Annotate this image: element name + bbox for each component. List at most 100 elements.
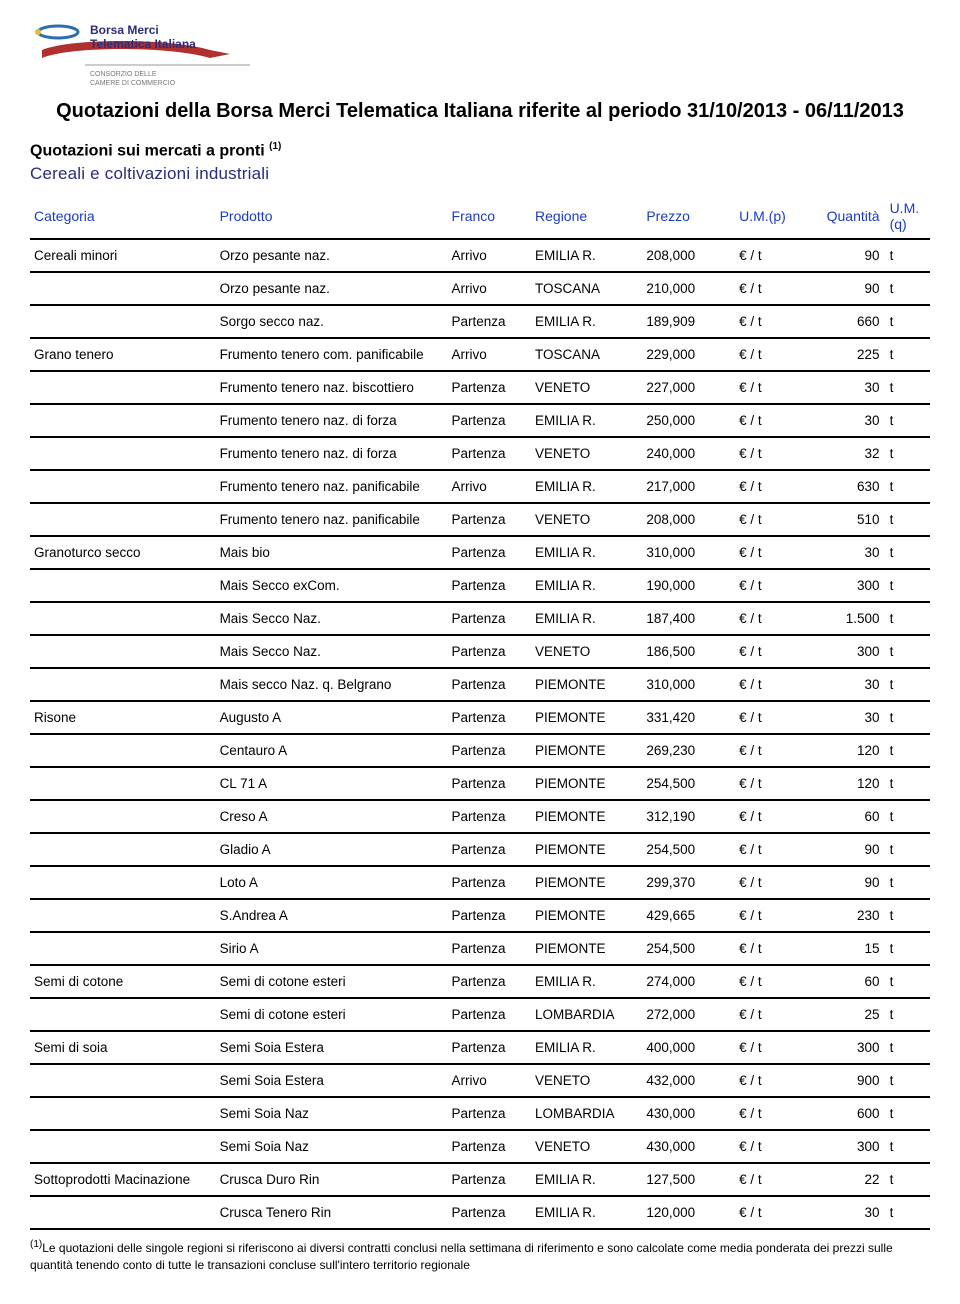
table-row: Mais Secco Naz.PartenzaVENETO186,500€ / … — [30, 635, 930, 668]
cell-franco: Arrivo — [448, 272, 532, 305]
report-title: Quotazioni della Borsa Merci Telematica … — [30, 100, 930, 123]
cell-umq: t — [884, 404, 930, 437]
cell-prezzo: 272,000 — [642, 998, 735, 1031]
cell-quantita: 1.500 — [791, 602, 884, 635]
cell-prezzo: 229,000 — [642, 338, 735, 371]
cell-ump: € / t — [735, 1097, 791, 1130]
cell-regione: PIEMONTE — [531, 866, 642, 899]
cell-umq: t — [884, 470, 930, 503]
table-row: Orzo pesante naz.ArrivoTOSCANA210,000€ /… — [30, 272, 930, 305]
cell-franco: Partenza — [448, 833, 532, 866]
cell-regione: LOMBARDIA — [531, 1097, 642, 1130]
cell-quantita: 630 — [791, 470, 884, 503]
cell-regione: EMILIA R. — [531, 1163, 642, 1196]
cell-categoria — [30, 272, 216, 305]
cell-umq: t — [884, 1097, 930, 1130]
cell-quantita: 90 — [791, 272, 884, 305]
cell-prezzo: 120,000 — [642, 1196, 735, 1229]
cell-prezzo: 254,500 — [642, 833, 735, 866]
cell-quantita: 300 — [791, 635, 884, 668]
cell-franco: Partenza — [448, 965, 532, 998]
cell-regione: PIEMONTE — [531, 932, 642, 965]
table-row: Crusca Tenero RinPartenzaEMILIA R.120,00… — [30, 1196, 930, 1229]
cell-prodotto: S.Andrea A — [216, 899, 448, 932]
cell-quantita: 900 — [791, 1064, 884, 1097]
cell-prodotto: Frumento tenero naz. panificabile — [216, 470, 448, 503]
cell-ump: € / t — [735, 470, 791, 503]
table-body: Cereali minoriOrzo pesante naz.ArrivoEMI… — [30, 239, 930, 1229]
cell-prezzo: 227,000 — [642, 371, 735, 404]
cell-prezzo: 217,000 — [642, 470, 735, 503]
cell-quantita: 25 — [791, 998, 884, 1031]
cell-regione: PIEMONTE — [531, 701, 642, 734]
cell-umq: t — [884, 668, 930, 701]
col-prodotto: Prodotto — [216, 194, 448, 239]
cell-prodotto: Semi Soia Naz — [216, 1130, 448, 1163]
cell-regione: TOSCANA — [531, 272, 642, 305]
table-row: Frumento tenero naz. biscottieroPartenza… — [30, 371, 930, 404]
cell-prezzo: 254,500 — [642, 767, 735, 800]
logo: Borsa Merci Telematica Italiana CONSORZI… — [30, 20, 930, 90]
cell-franco: Partenza — [448, 998, 532, 1031]
cell-franco: Partenza — [448, 1163, 532, 1196]
cell-umq: t — [884, 998, 930, 1031]
cell-regione: VENETO — [531, 1064, 642, 1097]
cell-prezzo: 310,000 — [642, 668, 735, 701]
table-row: Sirio APartenzaPIEMONTE254,500€ / t15t — [30, 932, 930, 965]
cell-umq: t — [884, 536, 930, 569]
cell-prodotto: Semi Soia Estera — [216, 1064, 448, 1097]
cell-umq: t — [884, 932, 930, 965]
report-subtitle: Quotazioni sui mercati a pronti (1) — [30, 141, 930, 160]
table-row: Creso APartenzaPIEMONTE312,190€ / t60t — [30, 800, 930, 833]
cell-franco: Partenza — [448, 1031, 532, 1064]
table-row: Centauro APartenzaPIEMONTE269,230€ / t12… — [30, 734, 930, 767]
cell-categoria: Semi di cotone — [30, 965, 216, 998]
cell-prodotto: Mais Secco Naz. — [216, 602, 448, 635]
table-row: Mais Secco Naz.PartenzaEMILIA R.187,400€… — [30, 602, 930, 635]
cell-regione: EMILIA R. — [531, 602, 642, 635]
cell-quantita: 22 — [791, 1163, 884, 1196]
cell-umq: t — [884, 833, 930, 866]
cell-categoria: Semi di soia — [30, 1031, 216, 1064]
table-row: Semi Soia NazPartenzaVENETO430,000€ / t3… — [30, 1130, 930, 1163]
cell-prodotto: Augusto A — [216, 701, 448, 734]
cell-franco: Partenza — [448, 899, 532, 932]
cell-umq: t — [884, 338, 930, 371]
cell-ump: € / t — [735, 305, 791, 338]
cell-franco: Partenza — [448, 437, 532, 470]
subtitle-note: (1) — [269, 141, 281, 152]
table-row: Frumento tenero naz. di forzaPartenzaEMI… — [30, 404, 930, 437]
table-row: Mais secco Naz. q. BelgranoPartenzaPIEMO… — [30, 668, 930, 701]
cell-umq: t — [884, 503, 930, 536]
cell-regione: EMILIA R. — [531, 1031, 642, 1064]
cell-ump: € / t — [735, 404, 791, 437]
cell-categoria — [30, 899, 216, 932]
cell-categoria: Risone — [30, 701, 216, 734]
cell-prodotto: Mais bio — [216, 536, 448, 569]
cell-categoria — [30, 404, 216, 437]
table-row: Semi Soia EsteraArrivoVENETO432,000€ / t… — [30, 1064, 930, 1097]
cell-quantita: 600 — [791, 1097, 884, 1130]
cell-regione: VENETO — [531, 635, 642, 668]
cell-quantita: 30 — [791, 668, 884, 701]
cell-umq: t — [884, 1130, 930, 1163]
cell-franco: Partenza — [448, 734, 532, 767]
cell-quantita: 32 — [791, 437, 884, 470]
cell-categoria — [30, 998, 216, 1031]
cell-prodotto: Sirio A — [216, 932, 448, 965]
cell-franco: Partenza — [448, 701, 532, 734]
col-categoria: Categoria — [30, 194, 216, 239]
footnote: (1)Le quotazioni delle singole regioni s… — [30, 1238, 930, 1272]
svg-text:Telematica Italiana: Telematica Italiana — [90, 37, 196, 51]
cell-umq: t — [884, 701, 930, 734]
footnote-marker: (1) — [30, 1239, 42, 1250]
cell-ump: € / t — [735, 1196, 791, 1229]
cell-franco: Arrivo — [448, 338, 532, 371]
cell-prezzo: 187,400 — [642, 602, 735, 635]
cell-categoria — [30, 668, 216, 701]
cell-categoria — [30, 503, 216, 536]
cell-regione: PIEMONTE — [531, 899, 642, 932]
cell-quantita: 660 — [791, 305, 884, 338]
cell-franco: Arrivo — [448, 470, 532, 503]
col-umq: U.M.(q) — [884, 194, 930, 239]
